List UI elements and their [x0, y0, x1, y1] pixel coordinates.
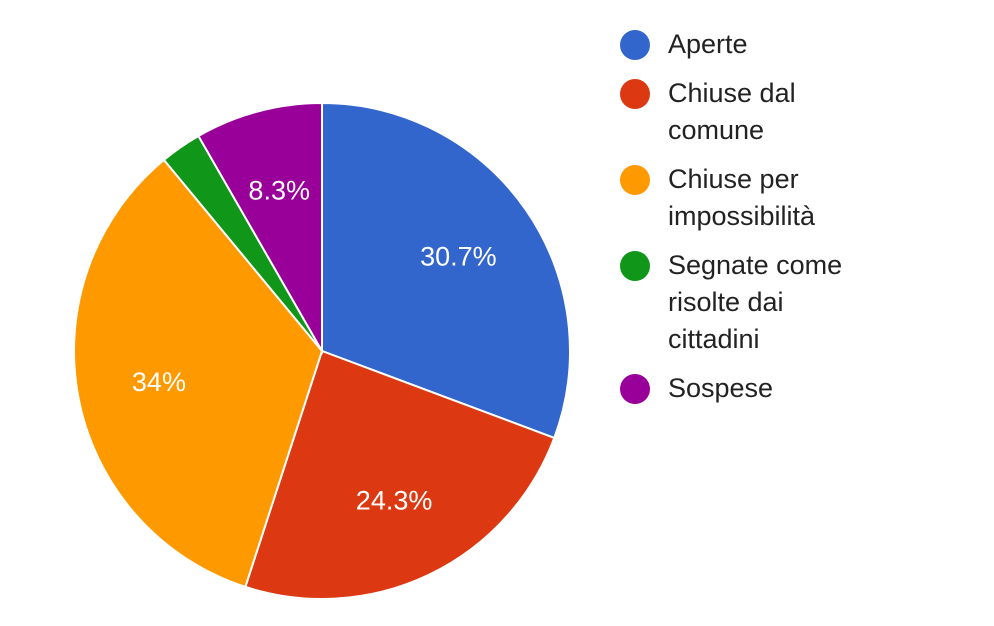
pie-slice-aperte [321, 101, 571, 440]
chart-legend: Aperte Chiuse dal comune Chiuse per imposs… [620, 26, 920, 419]
pie-slice-chiuse-per-impossibilita [73, 158, 324, 589]
legend-item-segnate-come-risolte-dai-cittadini: Segnate come risolte dai cittadini [620, 247, 920, 358]
legend-label: Segnate come risolte dai cittadini [668, 250, 843, 354]
legend-swatch-icon [620, 251, 650, 281]
legend-swatch-icon [620, 30, 650, 60]
slice-value-label-chiuse-per-impossibilita: 34% [132, 367, 186, 397]
pie-slice-sospese [197, 101, 323, 355]
slice-value-label-aperte: 30.7% [420, 241, 497, 271]
slice-value-label-sospese: 8.3% [248, 176, 310, 206]
legend-item-chiuse-dal-comune: Chiuse dal comune [620, 75, 920, 149]
legend-swatch-icon [620, 374, 650, 404]
slice-value-label-chiuse-dal-comune: 24.3% [356, 486, 433, 516]
legend-item-aperte: Aperte [620, 26, 920, 63]
legend-swatch-icon [620, 165, 650, 195]
legend-label: Chiuse dal comune [668, 78, 796, 145]
legend-item-chiuse-per-impossibilita: Chiuse per impossibilità [620, 161, 920, 235]
legend-label: Sospese [668, 373, 774, 403]
legend-label: Chiuse per impossibilità [668, 164, 816, 231]
legend-label: Aperte [668, 29, 748, 59]
legend-item-sospese: Sospese [620, 370, 920, 407]
legend-swatch-icon [620, 79, 650, 109]
pie-slice-chiuse-dal-comune [244, 349, 556, 600]
